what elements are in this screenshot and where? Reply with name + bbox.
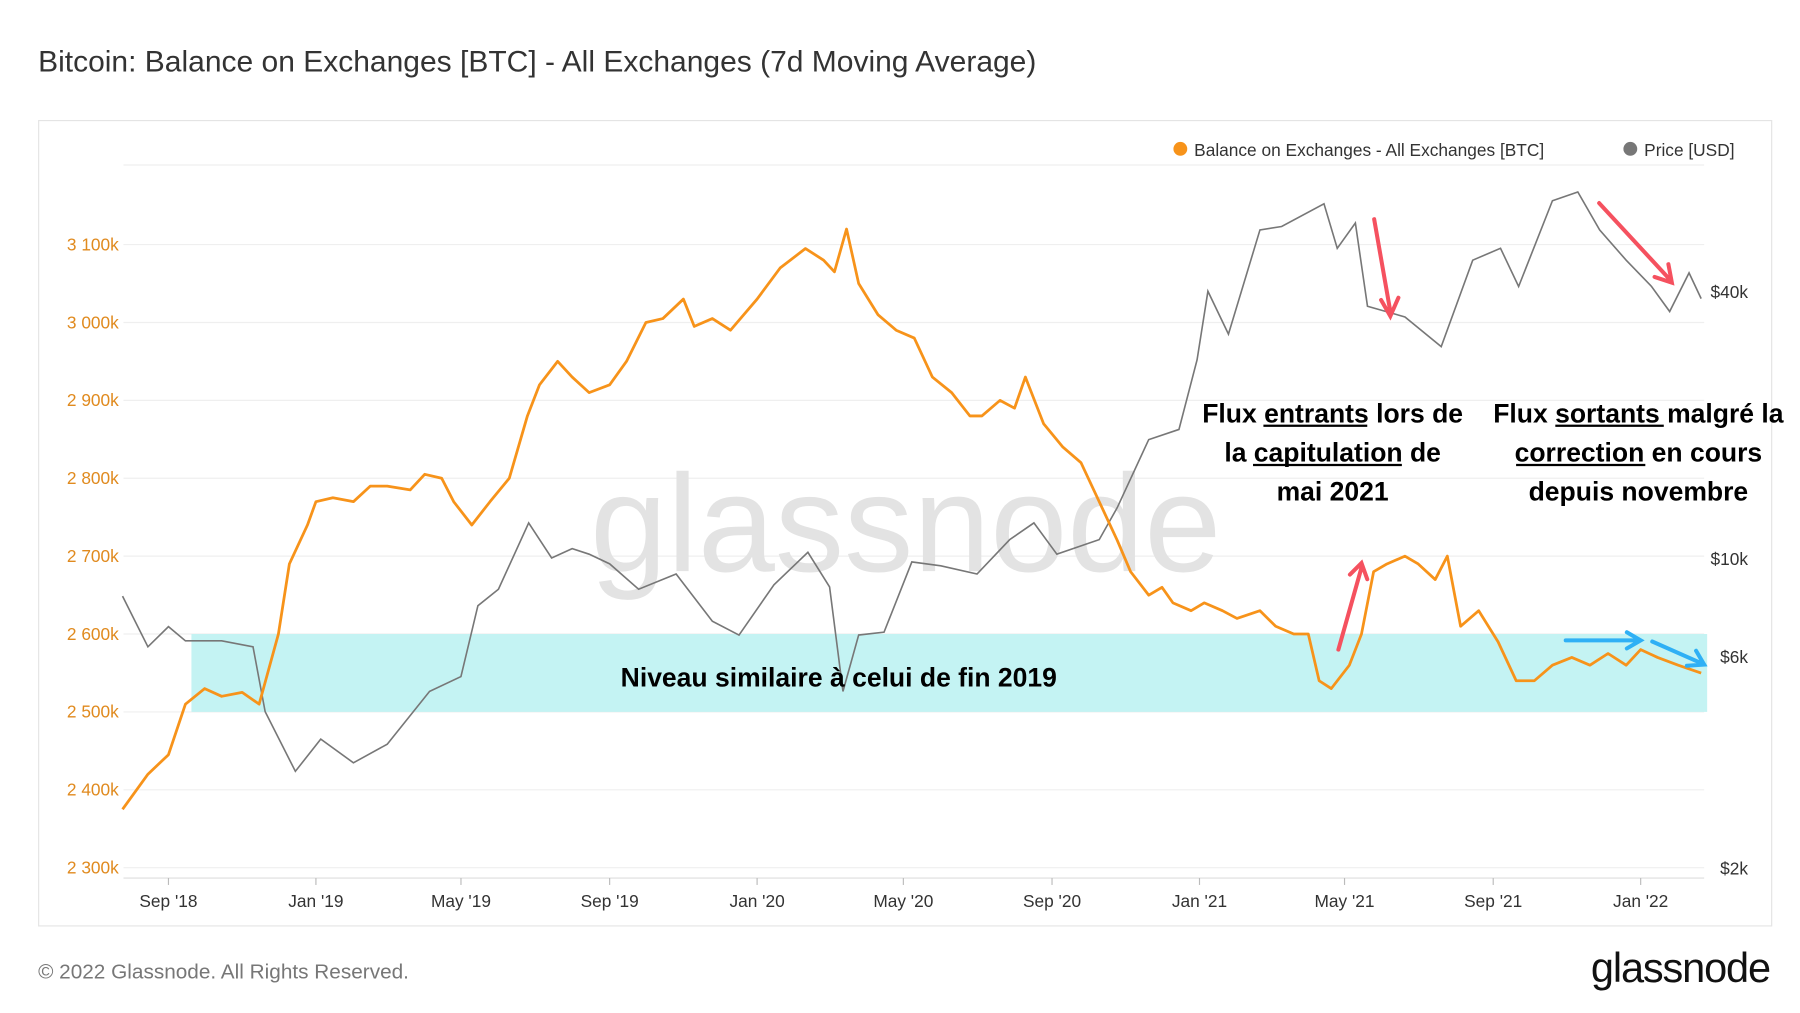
x-tick-label: Jan '21	[1172, 891, 1227, 911]
y-left-tick-label: 3 000k	[67, 312, 119, 332]
glassnode-logo: glassnode	[1590, 943, 1771, 992]
y-right-tick-label: $6k	[1720, 647, 1748, 667]
legend-price-label: Price [USD]	[1644, 140, 1734, 160]
y-left-tick-label: 3 100k	[67, 234, 119, 254]
inflows-line-2: la capitulation de	[1224, 438, 1441, 468]
chart-title: Bitcoin: Balance on Exchanges [BTC] - Al…	[38, 43, 1037, 79]
y-left-tick-label: 2 500k	[67, 702, 119, 722]
y-right-tick-label: $2k	[1720, 859, 1748, 879]
x-tick-label: Sep '20	[1023, 891, 1081, 911]
outflows-line-2: correction en cours	[1515, 438, 1763, 468]
outflows-line-1: Flux sortants malgré la	[1493, 398, 1784, 428]
legend-price-dot	[1623, 141, 1638, 156]
y-left-tick-label: 2 900k	[67, 390, 119, 410]
inflows-annotation: Flux entrants lors de la capitulation de…	[1202, 398, 1463, 506]
x-tick-label: Sep '19	[581, 891, 639, 911]
x-tick-label: Jan '20	[729, 891, 784, 911]
x-tick-label: Jan '22	[1613, 891, 1668, 911]
legend-balance-dot	[1173, 141, 1188, 156]
x-tick-label: Sep '21	[1464, 891, 1522, 911]
highlight-band	[191, 634, 1708, 712]
annotation-underlines	[1253, 424, 1664, 467]
y-right-tick-label: $40k	[1710, 282, 1748, 302]
y-left-tick-label: 2 600k	[67, 624, 119, 644]
x-tick-label: Jan '19	[288, 891, 343, 911]
inflows-line-1: Flux entrants lors de	[1202, 398, 1463, 428]
band-label: Niveau similaire à celui de fin 2019	[621, 663, 1057, 693]
balance-line	[121, 227, 1702, 811]
copyright-footer: © 2022 Glassnode. All Rights Reserved.	[38, 959, 409, 984]
x-tick-label: May '20	[873, 891, 933, 911]
red-arrows	[1336, 201, 1675, 652]
y-left-tick-label: 2 400k	[67, 780, 119, 800]
price-line	[121, 191, 1702, 773]
x-tick-label: May '19	[431, 891, 491, 911]
inflows-line-3: mai 2021	[1277, 477, 1389, 507]
chart-frame	[38, 119, 1773, 927]
y-left-tick-label: 2 800k	[67, 468, 119, 488]
legend-balance-label: Balance on Exchanges - All Exchanges [BT…	[1194, 140, 1544, 160]
blue-arrows	[1563, 630, 1708, 668]
outflows-annotation: Flux sortants malgré la correction en co…	[1493, 398, 1784, 506]
y-left-tick-label: 2 700k	[67, 546, 119, 566]
annotation-arrows	[1336, 201, 1708, 668]
y-right-tick-label: $10k	[1710, 549, 1748, 569]
x-tick-label: May '21	[1315, 891, 1375, 911]
outflows-line-3: depuis novembre	[1529, 477, 1749, 507]
x-tick-label: Sep '18	[139, 891, 197, 911]
y-left-tick-label: 2 300k	[67, 857, 119, 877]
